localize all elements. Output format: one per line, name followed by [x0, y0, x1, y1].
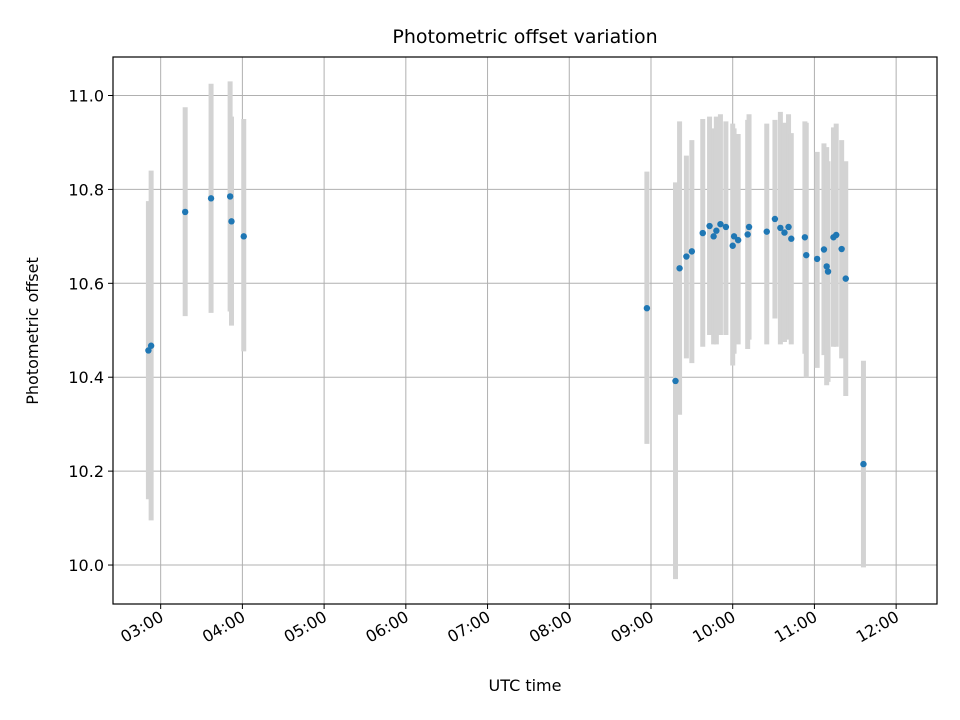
plot-frame: [112, 56, 938, 605]
data-point: [722, 223, 730, 231]
data-point: [672, 377, 679, 385]
data-point: [683, 253, 690, 260]
y-tick-label: 10.0: [68, 556, 104, 575]
data-point: [833, 231, 840, 239]
data-point: [842, 275, 849, 282]
data-point: [706, 222, 713, 230]
data-point: [860, 460, 867, 468]
data-point: [207, 195, 215, 202]
data-point: [801, 234, 809, 241]
data-point: [226, 193, 234, 200]
data-point: [643, 304, 651, 312]
data-point: [734, 236, 742, 244]
data-point: [745, 223, 753, 231]
y-tick-layer: 10.0 10.2 10.4 10.6 10.8 11.0: [68, 87, 113, 575]
data-point: [713, 227, 720, 234]
y-axis-label: Photometric offset: [23, 257, 42, 405]
data-point: [147, 342, 155, 349]
data-point: [717, 220, 724, 228]
chart-title: Photometric offset variation: [392, 26, 657, 48]
data-point: [785, 223, 792, 231]
data-point: [676, 265, 683, 272]
data-point: [729, 242, 736, 249]
data-point: [240, 233, 247, 240]
data-point: [710, 233, 717, 240]
data-point: [838, 245, 845, 253]
y-tick-label: 10.4: [68, 368, 104, 387]
data-point: [788, 235, 795, 242]
y-tick-label: 10.2: [68, 462, 104, 481]
data-point: [803, 251, 810, 259]
data-point: [744, 231, 751, 238]
data-point: [699, 229, 706, 237]
data-point: [771, 215, 779, 223]
data-point: [781, 229, 788, 236]
y-tick-label: 11.0: [68, 87, 104, 106]
x-axis-label: UTC time: [489, 676, 562, 695]
point-layer: [145, 193, 867, 468]
data-point: [688, 248, 696, 255]
y-tick-label: 10.8: [68, 180, 104, 199]
data-point: [813, 255, 821, 263]
data-point: [777, 224, 784, 232]
data-point: [824, 268, 832, 275]
data-point: [820, 246, 828, 253]
data-point: [181, 208, 189, 216]
data-point: [228, 218, 235, 225]
data-point: [823, 263, 830, 270]
data-point: [730, 233, 738, 240]
data-point: [763, 228, 770, 235]
data-point: [145, 347, 152, 354]
y-tick-label: 10.6: [68, 274, 104, 293]
